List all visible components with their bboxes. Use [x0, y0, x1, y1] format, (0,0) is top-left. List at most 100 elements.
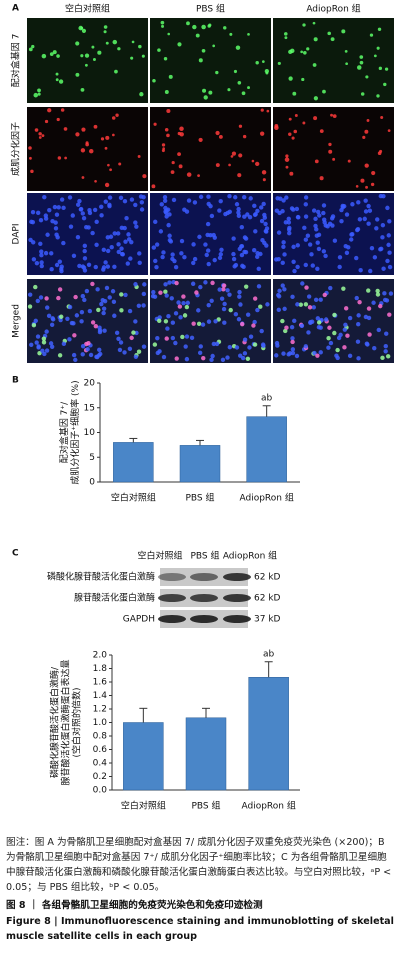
cell	[154, 242, 160, 247]
cell	[102, 298, 108, 304]
cell	[111, 299, 117, 305]
cell	[291, 259, 296, 264]
cell	[49, 52, 54, 56]
cell	[42, 351, 47, 357]
cell	[238, 302, 243, 307]
cell	[92, 58, 96, 61]
cell	[67, 195, 73, 200]
cell	[233, 311, 239, 317]
cell	[313, 37, 318, 42]
cell	[366, 221, 371, 226]
row-label: 成肌分化因子	[10, 122, 22, 176]
cell	[71, 253, 77, 258]
cell	[77, 198, 82, 204]
cell	[99, 204, 104, 210]
cell	[306, 47, 310, 51]
cell	[284, 195, 289, 200]
cell	[80, 264, 86, 269]
cell	[227, 345, 233, 350]
cell	[184, 334, 190, 339]
cell	[255, 61, 259, 65]
x-tick-label: 空白对照组	[111, 492, 156, 504]
cell	[28, 146, 32, 150]
cell	[59, 268, 64, 274]
cell	[141, 194, 146, 200]
cell	[328, 340, 334, 346]
y-tick-label: 0.2	[93, 772, 107, 782]
cell	[343, 306, 349, 311]
cell	[299, 323, 305, 328]
cell	[111, 116, 116, 120]
cell	[45, 305, 50, 310]
cell	[369, 246, 375, 251]
cell	[82, 243, 88, 249]
x-tick-label: PBS 组	[191, 800, 220, 812]
cell	[52, 50, 57, 55]
cell	[227, 88, 231, 92]
cell	[261, 170, 267, 175]
cell	[368, 268, 373, 274]
cell	[80, 88, 85, 92]
cell	[363, 209, 369, 214]
cell	[237, 81, 242, 85]
cell	[141, 54, 145, 58]
cell	[87, 308, 93, 314]
cell	[233, 69, 238, 74]
cell	[221, 287, 226, 292]
cell	[371, 170, 376, 176]
cell	[162, 195, 168, 200]
cell	[284, 157, 290, 162]
cell	[130, 56, 134, 60]
cell	[101, 310, 106, 316]
cell	[53, 226, 59, 231]
cell	[219, 247, 224, 253]
cell	[91, 45, 95, 49]
cell	[266, 109, 270, 113]
blot-column: 空白对照组	[137, 550, 182, 562]
cell	[38, 295, 44, 300]
cell	[173, 311, 179, 316]
cell	[285, 165, 289, 169]
cell	[48, 341, 54, 346]
cell	[362, 135, 366, 139]
cell	[255, 254, 260, 260]
cell	[356, 356, 361, 361]
cell	[38, 217, 44, 223]
cell	[164, 210, 169, 215]
cell	[372, 255, 378, 260]
cell	[387, 129, 391, 133]
panel-label: A	[12, 4, 19, 14]
cell	[277, 210, 282, 216]
cell	[382, 291, 387, 296]
cell	[120, 252, 125, 257]
y-axis-label: 成肌分化因子⁺细胞率 (%)	[69, 380, 81, 484]
cell	[344, 49, 348, 53]
cell	[167, 280, 172, 285]
cell	[222, 301, 227, 307]
cell	[376, 327, 382, 333]
cell	[201, 48, 206, 53]
cell	[225, 355, 230, 360]
cell	[80, 54, 84, 58]
cell	[383, 343, 388, 349]
cell	[101, 247, 107, 253]
cell	[34, 340, 39, 345]
band	[158, 594, 186, 602]
cell	[81, 215, 87, 221]
micrograph	[150, 107, 271, 191]
cell	[155, 350, 161, 356]
cell	[356, 65, 362, 70]
cell	[46, 313, 52, 319]
cell	[332, 238, 338, 243]
cell	[347, 159, 351, 163]
cell	[247, 86, 250, 90]
cell	[354, 295, 359, 301]
cell	[381, 193, 386, 199]
cell	[239, 252, 245, 258]
blot-column: PBS 组	[190, 550, 219, 562]
cell	[243, 284, 249, 289]
cell	[214, 341, 220, 347]
cell	[231, 236, 236, 241]
cell	[39, 263, 44, 269]
cell	[186, 198, 192, 203]
